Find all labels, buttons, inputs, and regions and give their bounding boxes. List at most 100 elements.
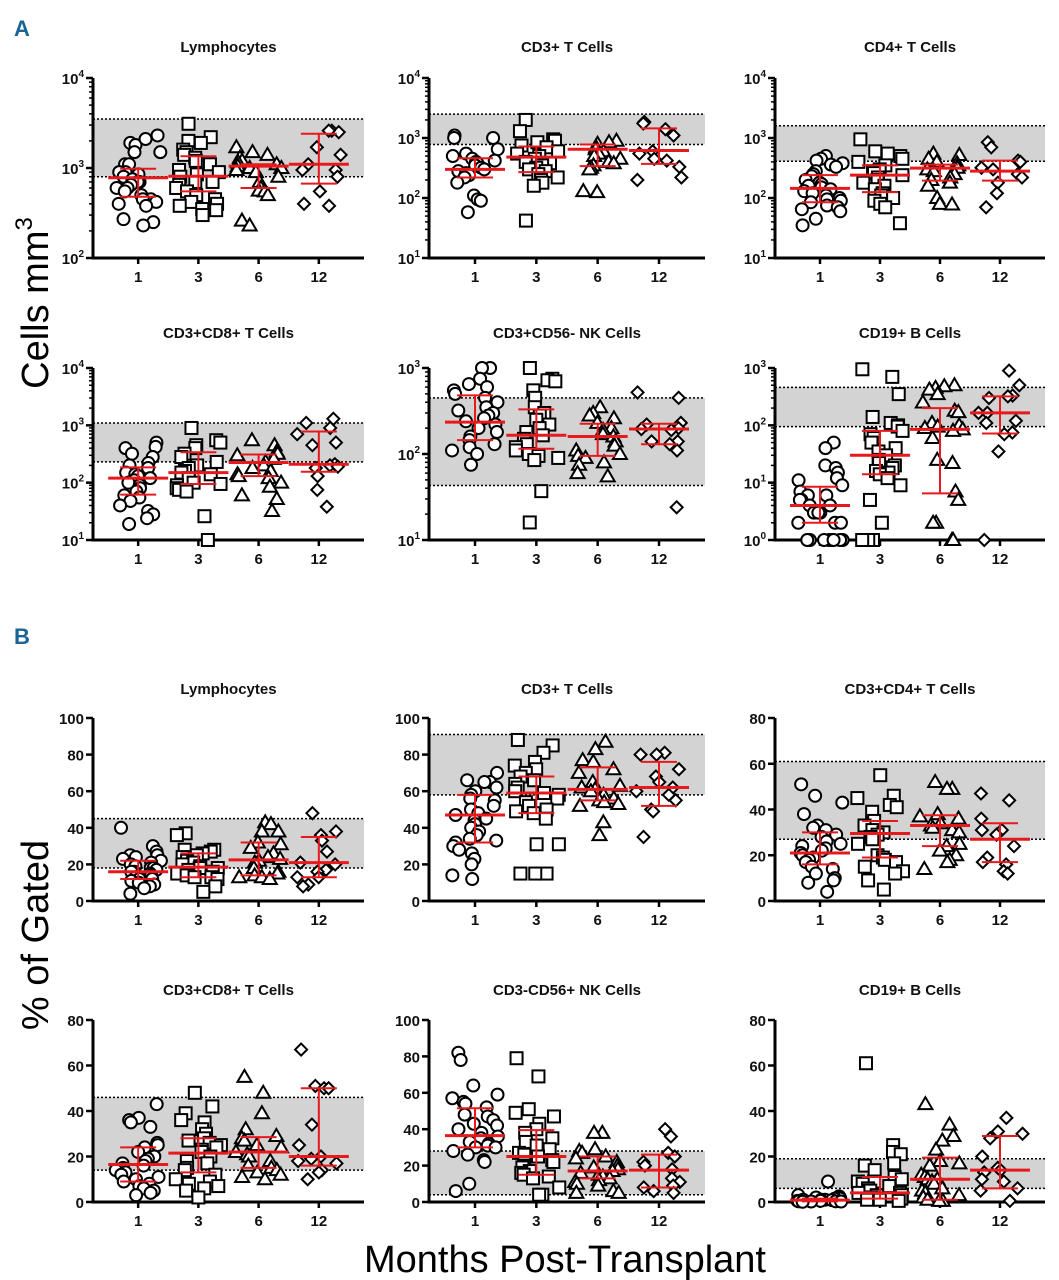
x-tick-label: 12 xyxy=(310,1213,327,1230)
data-point xyxy=(248,1163,267,1179)
x-tick-label: 3 xyxy=(532,912,540,929)
x-tick-label: 6 xyxy=(936,912,944,929)
y-tick-base: 10 xyxy=(398,447,415,464)
data-point xyxy=(811,505,826,520)
data-point xyxy=(321,198,337,214)
data-group-3 xyxy=(506,361,567,530)
data-point xyxy=(209,454,224,469)
data-point xyxy=(808,211,823,226)
panel-title: CD3+CD56- NK Cells xyxy=(493,325,641,342)
data-group-6 xyxy=(227,138,291,232)
y-tick-label: 60 xyxy=(67,1059,84,1076)
data-point xyxy=(940,1115,959,1131)
data-point xyxy=(522,361,537,375)
data-point xyxy=(243,143,262,159)
data-point xyxy=(450,175,465,190)
data-point xyxy=(448,1184,463,1199)
data-point xyxy=(1001,363,1017,379)
data-point xyxy=(855,533,870,547)
chart-panel-10: CD3+CD8+ T Cells 0 20 40 60 80 1 3 6 12 xyxy=(67,982,364,1230)
x-tick-label: 6 xyxy=(936,269,944,286)
data-point xyxy=(512,124,527,139)
data-group-6 xyxy=(228,431,290,518)
y-tick-base: 10 xyxy=(744,71,761,88)
data-point xyxy=(791,473,806,488)
data-point xyxy=(513,866,528,881)
y-tick-exponent: 3 xyxy=(78,416,84,427)
y-tick-label: 100 xyxy=(395,711,420,728)
y-tick-label: 101 xyxy=(398,531,421,550)
data-point xyxy=(181,1133,196,1148)
x-tick-label: 3 xyxy=(532,1213,540,1230)
y-tick-label: 101 xyxy=(744,249,767,268)
data-point xyxy=(243,431,261,447)
data-point xyxy=(460,1147,475,1162)
data-point xyxy=(893,478,908,493)
data-point xyxy=(891,387,906,402)
data-point xyxy=(795,218,810,233)
data-group-12 xyxy=(288,123,349,214)
data-group-12 xyxy=(629,1121,689,1201)
data-point xyxy=(269,822,288,838)
data-point xyxy=(580,160,599,176)
data-point xyxy=(857,859,872,874)
y-tick-exponent: 1 xyxy=(414,249,420,260)
data-point xyxy=(983,139,999,155)
data-point xyxy=(1015,1126,1030,1142)
data-point xyxy=(938,779,956,795)
y-tick-base: 10 xyxy=(398,71,415,88)
x-tick-label: 6 xyxy=(593,269,601,286)
data-point xyxy=(949,809,968,825)
data-point xyxy=(235,1067,254,1083)
data-point xyxy=(796,807,811,822)
data-point xyxy=(666,1185,682,1201)
y-tick-exponent: 4 xyxy=(78,69,84,80)
data-point xyxy=(139,198,154,213)
data-point xyxy=(123,886,138,901)
data-point xyxy=(149,1097,164,1112)
data-point xyxy=(213,435,228,450)
data-point xyxy=(113,498,128,513)
x-tick-label: 12 xyxy=(992,1213,1009,1230)
y-tick-exponent: 4 xyxy=(414,69,420,80)
y-tick-exponent: 3 xyxy=(760,359,766,370)
data-point xyxy=(263,502,281,518)
x-tick-label: 12 xyxy=(651,912,668,929)
y-tick-exponent: 1 xyxy=(760,474,766,485)
data-point xyxy=(862,492,877,507)
data-point xyxy=(594,813,613,829)
data-point xyxy=(242,838,260,854)
y-tick-label: 100 xyxy=(744,531,767,550)
data-point xyxy=(895,423,910,438)
data-point xyxy=(586,740,605,756)
data-point xyxy=(1002,1193,1018,1209)
data-point xyxy=(150,1138,165,1153)
y-tick-label: 80 xyxy=(67,748,84,765)
data-point xyxy=(233,211,251,227)
data-group-12 xyxy=(970,363,1030,548)
data-point xyxy=(941,173,959,189)
x-tick-label: 3 xyxy=(876,912,884,929)
panel-title: CD3+ T Cells xyxy=(521,39,613,56)
x-tick-label: 6 xyxy=(593,1213,601,1230)
x-tick-label: 3 xyxy=(194,1213,202,1230)
data-point xyxy=(586,1140,604,1156)
data-point xyxy=(518,112,533,127)
data-point xyxy=(915,859,934,875)
data-group-12 xyxy=(288,411,349,515)
data-point xyxy=(878,200,893,215)
y-tick-base: 10 xyxy=(744,191,761,208)
chart-panel-11: CD3-CD56+ NK Cells 0 20 40 60 80 100 1 3 6 12 xyxy=(395,982,705,1230)
data-point xyxy=(143,1119,158,1134)
y-tick-exponent: 0 xyxy=(760,531,766,542)
data-point xyxy=(289,869,305,885)
data-point xyxy=(227,161,246,177)
y-tick-label: 20 xyxy=(67,857,84,874)
data-point xyxy=(858,1056,873,1071)
data-group-1 xyxy=(790,149,850,233)
data-point xyxy=(168,1172,183,1187)
panel-letter-b: B xyxy=(14,624,30,649)
data-point xyxy=(806,820,821,835)
data-point xyxy=(589,1176,607,1192)
y-tick-exponent: 1 xyxy=(414,531,420,542)
